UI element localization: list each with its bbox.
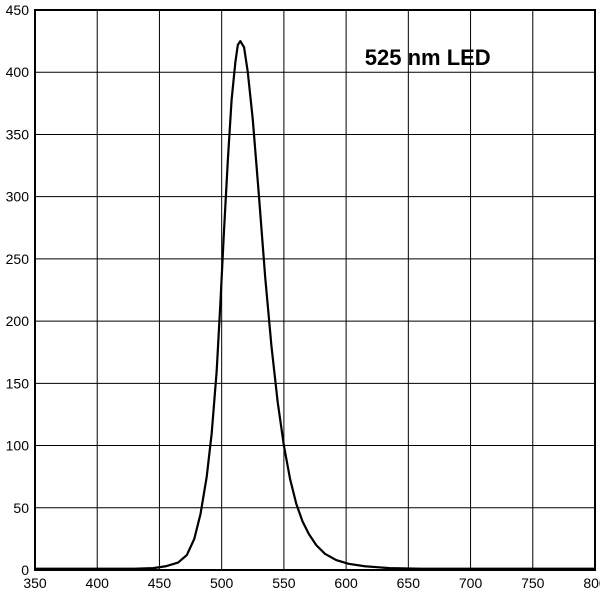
- x-tick-label: 750: [521, 575, 545, 591]
- chart-title: 525 nm LED: [365, 45, 491, 70]
- x-tick-label: 800: [583, 575, 600, 591]
- y-tick-label: 250: [6, 251, 30, 267]
- y-tick-label: 50: [13, 500, 29, 516]
- y-tick-label: 450: [6, 2, 30, 18]
- x-tick-label: 400: [86, 575, 110, 591]
- y-tick-label: 400: [6, 64, 30, 80]
- x-tick-label: 600: [334, 575, 358, 591]
- y-tick-label: 100: [6, 438, 30, 454]
- y-tick-labels: 050100150200250300350400450: [6, 2, 30, 578]
- x-tick-labels: 350 400 450 500 550 600 650 700 750 800: [23, 575, 600, 591]
- x-tick-label: 450: [148, 575, 172, 591]
- y-tick-label: 300: [6, 189, 30, 205]
- x-tick-label: 700: [459, 575, 483, 591]
- y-tick-label: 150: [6, 375, 30, 391]
- plot-background: [35, 10, 595, 570]
- x-tick-label: 550: [272, 575, 296, 591]
- y-tick-label: 200: [6, 313, 30, 329]
- x-tick-label: 350: [23, 575, 47, 591]
- x-tick-label: 650: [397, 575, 421, 591]
- y-tick-label: 350: [6, 126, 30, 142]
- spectrum-chart: 050100150200250300350400450 350400450500…: [0, 0, 600, 600]
- x-tick-label: 500: [210, 575, 234, 591]
